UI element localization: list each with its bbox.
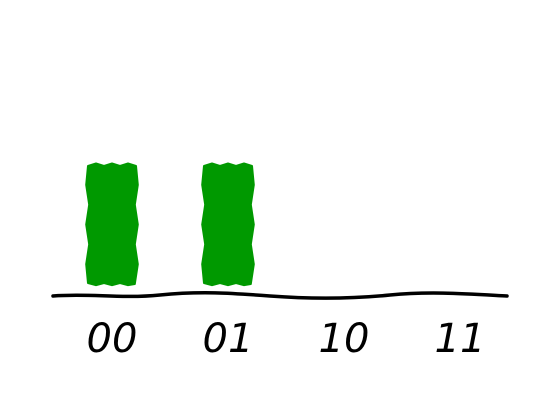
x-tick-label-11: 11 (435, 316, 486, 362)
x-tick-label-01: 01 (203, 316, 254, 362)
x-axis-line (51, 291, 509, 300)
x-tick-label-10: 10 (319, 316, 370, 362)
bars-group (85, 162, 255, 287)
x-tick-labels: 00 01 10 11 (87, 316, 486, 362)
bar-01 (201, 162, 255, 287)
bar-00 (85, 162, 139, 287)
x-tick-label-00: 00 (87, 316, 138, 362)
